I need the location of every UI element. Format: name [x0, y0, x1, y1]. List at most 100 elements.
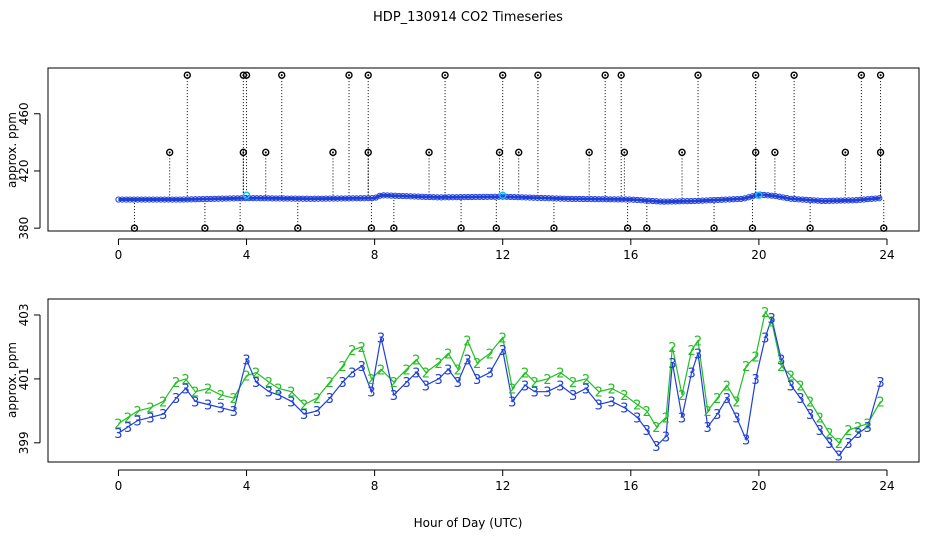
baseline-point [342, 195, 349, 202]
baseline-point [856, 196, 864, 203]
series-2-point-label: 2 [377, 363, 385, 378]
series-3-point-label: 3 [435, 373, 443, 388]
series-2-point-label: 2 [146, 402, 154, 417]
cyan-point [755, 191, 763, 199]
baseline-point [441, 194, 449, 201]
baseline-point [576, 195, 583, 203]
baseline-point [176, 196, 184, 203]
series-3-line [118, 315, 882, 457]
series-2-point-label: 2 [844, 424, 852, 439]
baseline-point [307, 195, 314, 202]
baseline-point [549, 195, 556, 202]
low-outliers-point-dot [645, 227, 648, 230]
mid-outliers-point-dot [367, 151, 370, 154]
baseline-point [172, 196, 180, 203]
series-2-point-label: 2 [742, 360, 750, 375]
baseline-point [457, 194, 464, 201]
low-outliers-point-dot [809, 227, 812, 230]
baseline-point [365, 195, 372, 202]
baseline-point [292, 195, 299, 202]
series-2-point-label: 2 [348, 344, 356, 359]
baseline-point [772, 192, 779, 200]
baseline-point [783, 195, 791, 202]
baseline-point [826, 197, 833, 204]
high-outliers-point-dot [367, 74, 370, 77]
baseline-point [476, 193, 483, 201]
baseline-point [403, 193, 410, 200]
baseline-point [261, 195, 268, 202]
baseline-point [188, 196, 195, 203]
series-3-point-label: 3 [742, 434, 750, 449]
mid-outliers-point [495, 148, 504, 157]
series-2-point-label: 2 [620, 389, 628, 404]
top-plot-frame [47, 67, 920, 232]
high-outliers-point-dot [793, 74, 796, 77]
mid-outliers-point [751, 148, 760, 157]
baseline-point [641, 197, 648, 204]
low-outliers-point [623, 224, 632, 232]
series-3-point-label: 3 [662, 430, 670, 445]
high-outliers-point [242, 71, 251, 79]
series-3-point-label: 3 [556, 379, 564, 394]
mid-outliers-point-dot [681, 151, 684, 154]
top-y-tick-label: 380 [17, 217, 31, 240]
series-3-point-label: 3 [422, 379, 430, 394]
series-2-point-label: 2 [835, 437, 843, 452]
bottom-y-tick-label: 399 [17, 431, 31, 454]
series-3-point-label: 3 [338, 376, 346, 391]
baseline-point [146, 196, 153, 203]
series-3-point-label: 3 [412, 367, 420, 382]
series-2-point-label: 2 [444, 347, 452, 362]
series-3-point-label: 3 [134, 414, 142, 429]
baseline-point [814, 197, 821, 204]
series-2-point-label: 2 [668, 341, 676, 356]
baseline-point [795, 196, 802, 203]
baseline-point [276, 195, 283, 202]
series-2-point-label: 2 [287, 386, 295, 401]
baseline-point [491, 193, 499, 200]
high-outliers-point [694, 71, 702, 79]
baseline-point [453, 194, 460, 201]
baseline-point [480, 193, 487, 200]
series-3-point-label: 3 [607, 395, 615, 410]
baseline-point [572, 195, 579, 203]
baseline-point [407, 193, 414, 200]
series-3-point-label: 3 [287, 395, 295, 410]
series-3-point-label: 3 [473, 373, 481, 388]
baseline-point [649, 197, 656, 205]
baseline-point [541, 194, 549, 202]
baseline-point [418, 193, 426, 200]
low-outliers-point-dot [133, 227, 136, 230]
series-2-point-label: 2 [662, 411, 670, 426]
baseline-point [180, 196, 187, 203]
baseline-point [368, 195, 376, 202]
series-2-point-label: 2 [761, 306, 769, 321]
baseline-point [284, 195, 291, 202]
bottom-panel-axes: 0 4 8 12 16 20 24 399 401 403 [17, 304, 895, 493]
top-x-tick-label: 20 [751, 248, 766, 262]
high-outliers-point-dot [879, 74, 882, 77]
baseline-point [345, 195, 353, 202]
high-outliers-point [278, 71, 286, 79]
series-2-point-label: 2 [230, 392, 238, 407]
baseline-point [349, 195, 356, 202]
top-x-tick-label: 0 [115, 248, 123, 262]
baseline-point [557, 195, 564, 202]
baseline-point [687, 197, 695, 205]
low-outliers-point [294, 224, 302, 232]
x-axis-label: Hour of Day (UTC) [414, 516, 523, 530]
mid-outliers-point [165, 148, 174, 157]
high-outliers-point [751, 71, 760, 79]
baseline-point [388, 192, 395, 199]
series-2-point-label: 2 [159, 395, 167, 410]
baseline-point [138, 196, 145, 203]
baseline-point [876, 195, 883, 202]
baseline-point [703, 197, 710, 204]
series-3-point-label: 3 [854, 427, 862, 442]
mid-outliers-point-dot [588, 151, 591, 154]
baseline-point [538, 194, 545, 202]
baseline-point [722, 196, 729, 203]
bottom-x-tick-label: 12 [495, 479, 510, 493]
low-outliers-point [390, 224, 398, 232]
